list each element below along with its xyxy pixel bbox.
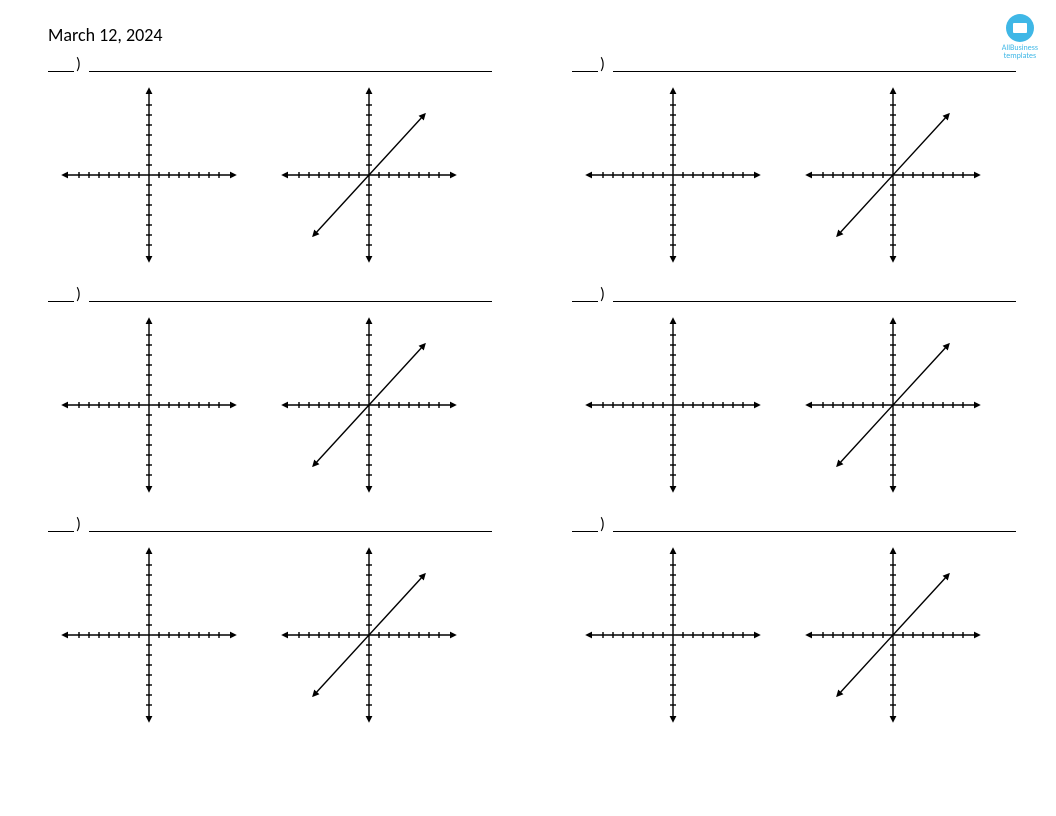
answer-blank[interactable] <box>89 57 492 72</box>
label-row: ) <box>572 282 1016 302</box>
label-row: ) <box>572 52 1016 72</box>
number-blank[interactable] <box>48 57 74 72</box>
logo-icon <box>1006 14 1034 42</box>
answer-blank[interactable] <box>613 517 1016 532</box>
column: ) ) <box>572 52 1016 742</box>
answer-blank[interactable] <box>89 517 492 532</box>
number-blank[interactable] <box>572 57 598 72</box>
label-row: ) <box>572 512 1016 532</box>
worksheet-page: March 12, 2024 AllBusiness templates ) ) <box>0 0 1056 816</box>
brand-logo: AllBusiness templates <box>1002 14 1038 60</box>
label-row: ) <box>48 512 492 532</box>
paren-text: ) <box>76 518 81 532</box>
graph-pair <box>48 310 492 500</box>
answer-blank[interactable] <box>89 287 492 302</box>
answer-blank[interactable] <box>613 57 1016 72</box>
graph-pair <box>48 80 492 270</box>
paren-text: ) <box>600 518 605 532</box>
graph-pair <box>572 80 1016 270</box>
paren-text: ) <box>76 288 81 302</box>
graph-pair <box>48 540 492 730</box>
problem-section: ) <box>48 512 492 730</box>
graph-pair <box>572 540 1016 730</box>
number-blank[interactable] <box>572 287 598 302</box>
answer-blank[interactable] <box>613 287 1016 302</box>
problem-section: ) <box>48 282 492 500</box>
label-row: ) <box>48 52 492 72</box>
problem-section: ) <box>572 52 1016 270</box>
paren-text: ) <box>76 58 81 72</box>
paren-text: ) <box>600 288 605 302</box>
date-text: March 12, 2024 <box>48 24 1016 46</box>
number-blank[interactable] <box>48 517 74 532</box>
graph-pair <box>572 310 1016 500</box>
problem-section: ) <box>572 512 1016 730</box>
number-blank[interactable] <box>48 287 74 302</box>
column: ) ) <box>48 52 492 742</box>
logo-text-2: templates <box>1002 52 1038 60</box>
number-blank[interactable] <box>572 517 598 532</box>
problem-section: ) <box>48 52 492 270</box>
columns-container: ) ) <box>48 52 1016 742</box>
label-row: ) <box>48 282 492 302</box>
problem-section: ) <box>572 282 1016 500</box>
paren-text: ) <box>600 58 605 72</box>
